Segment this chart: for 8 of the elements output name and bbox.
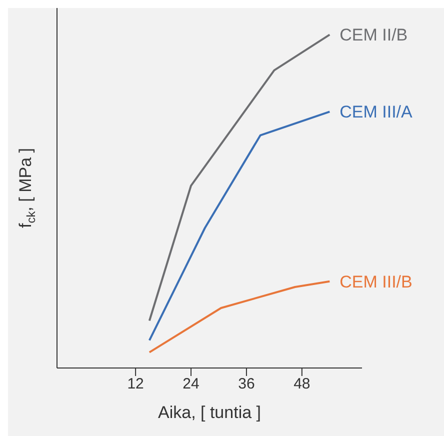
x-tick-label: 24: [182, 376, 200, 393]
x-tick-label: 12: [127, 376, 144, 393]
series-label: CEM II/B: [340, 26, 408, 45]
x-tick-label: 36: [238, 376, 255, 393]
series-label: CEM III/B: [340, 272, 412, 292]
series-label: CEM III/A: [340, 102, 414, 122]
x-axis-title: Aika, [ tuntia ]: [158, 403, 261, 422]
x-tick-label: 48: [294, 376, 310, 393]
